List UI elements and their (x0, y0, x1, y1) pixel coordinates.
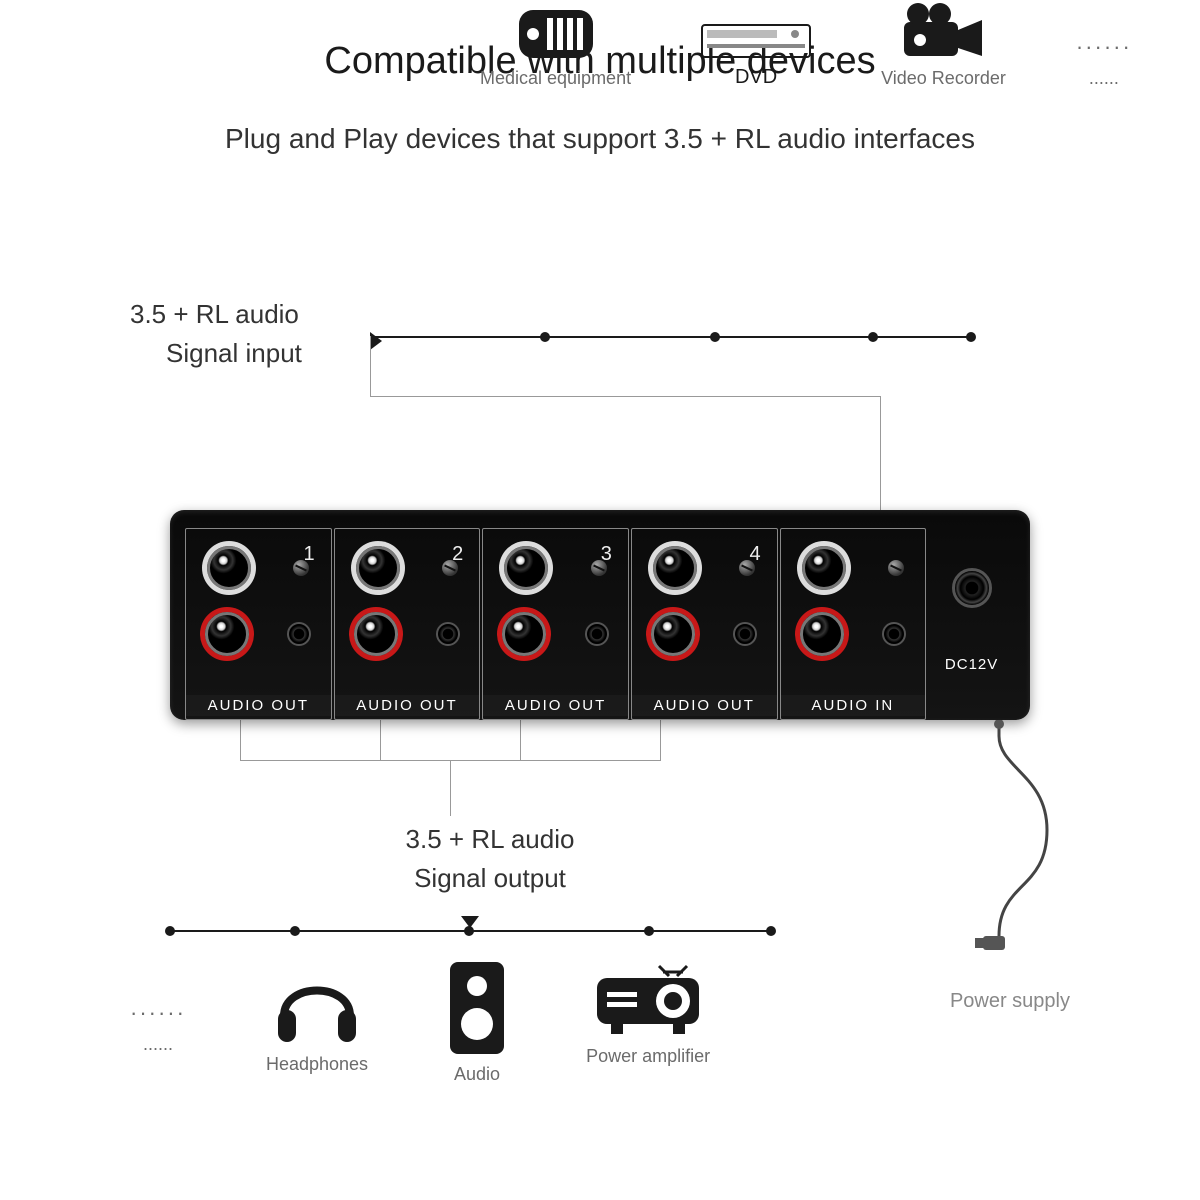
dvd-icon (701, 24, 811, 58)
guide-line (370, 396, 880, 397)
guide-line (380, 720, 381, 760)
timeline-dot (464, 926, 474, 936)
headphones-icon (272, 960, 362, 1046)
ellipsis-icon: ······ (1076, 34, 1132, 60)
arrow-left-icon (370, 332, 382, 350)
port-label: AUDIO OUT (186, 695, 331, 716)
timeline-dot (710, 332, 720, 342)
camcorder-icon (898, 0, 988, 60)
signal-input-text: 3.5 + RL audio Signal input (130, 295, 302, 373)
timeline-dot (766, 926, 776, 936)
port-label: AUDIO OUT (632, 695, 777, 716)
rca-red-jack (502, 612, 546, 656)
rca-white-jack (356, 546, 400, 590)
ellipsis-icon: ······ (130, 1000, 186, 1026)
signal-output-line2: Signal output (360, 859, 620, 898)
port-label: AUDIO IN (781, 695, 926, 716)
rca-white-jack (653, 546, 697, 590)
port-group-in: AUDIO IN (780, 528, 927, 720)
screw-icon (442, 560, 458, 576)
rca-white-jack (802, 546, 846, 590)
output-devices-row: ······ ...... Headphones Audio (130, 960, 710, 1085)
timeline-dot (966, 332, 976, 342)
guide-line (660, 720, 661, 760)
port-group-3: 3 AUDIO OUT (482, 528, 629, 720)
screw-icon (888, 560, 904, 576)
power-cable-icon (955, 720, 1075, 980)
port-group-1: 1 AUDIO OUT (185, 528, 332, 720)
screw-icon (739, 560, 755, 576)
port-label: AUDIO OUT (335, 695, 480, 716)
guide-line (520, 720, 521, 760)
output-device-amp-label: Power amplifier (586, 1046, 710, 1067)
projector-icon (593, 960, 703, 1038)
screw-icon (293, 560, 309, 576)
guide-line (880, 396, 881, 510)
output-device-amp: Power amplifier (586, 960, 710, 1067)
guide-line (240, 720, 241, 760)
input-device-more: ······ ...... (1076, 1, 1132, 89)
input-device-dvd-label: DVD (735, 66, 777, 89)
input-devices-row: Medical equipment DVD Video Recorder ···… (480, 0, 1132, 89)
output-device-audio-label: Audio (454, 1064, 500, 1085)
input-device-recorder-label: Video Recorder (881, 68, 1006, 89)
output-device-headphones-label: Headphones (266, 1054, 368, 1075)
guide-line (370, 336, 371, 396)
rca-red-jack (651, 612, 695, 656)
mini-jack (882, 622, 906, 646)
output-timeline (170, 930, 770, 932)
rca-white-jack (504, 546, 548, 590)
signal-output-text: 3.5 + RL audio Signal output (360, 820, 620, 898)
mini-jack (585, 622, 609, 646)
port-label: AUDIO OUT (483, 695, 628, 716)
page-subtitle: Plug and Play devices that support 3.5 +… (0, 123, 1200, 155)
timeline-dot (540, 332, 550, 342)
rca-red-jack (354, 612, 398, 656)
input-device-recorder: Video Recorder (881, 0, 1006, 89)
port-group-2: 2 AUDIO OUT (334, 528, 481, 720)
audio-splitter-device: 1 AUDIO OUT 2 AUDIO OUT 3 AUDIO OUT 4 AU… (170, 510, 1030, 720)
mini-jack (436, 622, 460, 646)
timeline-dot (868, 332, 878, 342)
output-device-more: ······ ...... (130, 960, 186, 1080)
port-group-4: 4 AUDIO OUT (631, 528, 778, 720)
timeline-dot (644, 926, 654, 936)
guide-line (450, 760, 451, 816)
signal-output-line1: 3.5 + RL audio (360, 820, 620, 859)
output-device-audio: Audio (448, 960, 506, 1085)
signal-input-line2: Signal input (130, 334, 302, 373)
input-device-dvd: DVD (701, 24, 811, 89)
input-device-more-label: ...... (1089, 68, 1119, 89)
input-device-medical-label: Medical equipment (480, 68, 631, 89)
port-group-power: DC12V (928, 528, 1015, 720)
medical-icon (517, 8, 595, 60)
output-device-headphones: Headphones (266, 960, 368, 1075)
speaker-icon (448, 960, 506, 1056)
input-timeline (370, 336, 970, 338)
screw-icon (591, 560, 607, 576)
rca-white-jack (207, 546, 251, 590)
rca-red-jack (800, 612, 844, 656)
mini-jack (287, 622, 311, 646)
dc-jack (952, 568, 992, 608)
power-supply-label: Power supply (950, 990, 1070, 1013)
timeline-dot (165, 926, 175, 936)
mini-jack (733, 622, 757, 646)
signal-input-line1: 3.5 + RL audio (130, 295, 302, 334)
input-device-medical: Medical equipment (480, 8, 631, 89)
timeline-dot (290, 926, 300, 936)
output-device-more-label: ...... (143, 1034, 173, 1055)
rca-red-jack (205, 612, 249, 656)
dc-label: DC12V (928, 656, 1015, 673)
